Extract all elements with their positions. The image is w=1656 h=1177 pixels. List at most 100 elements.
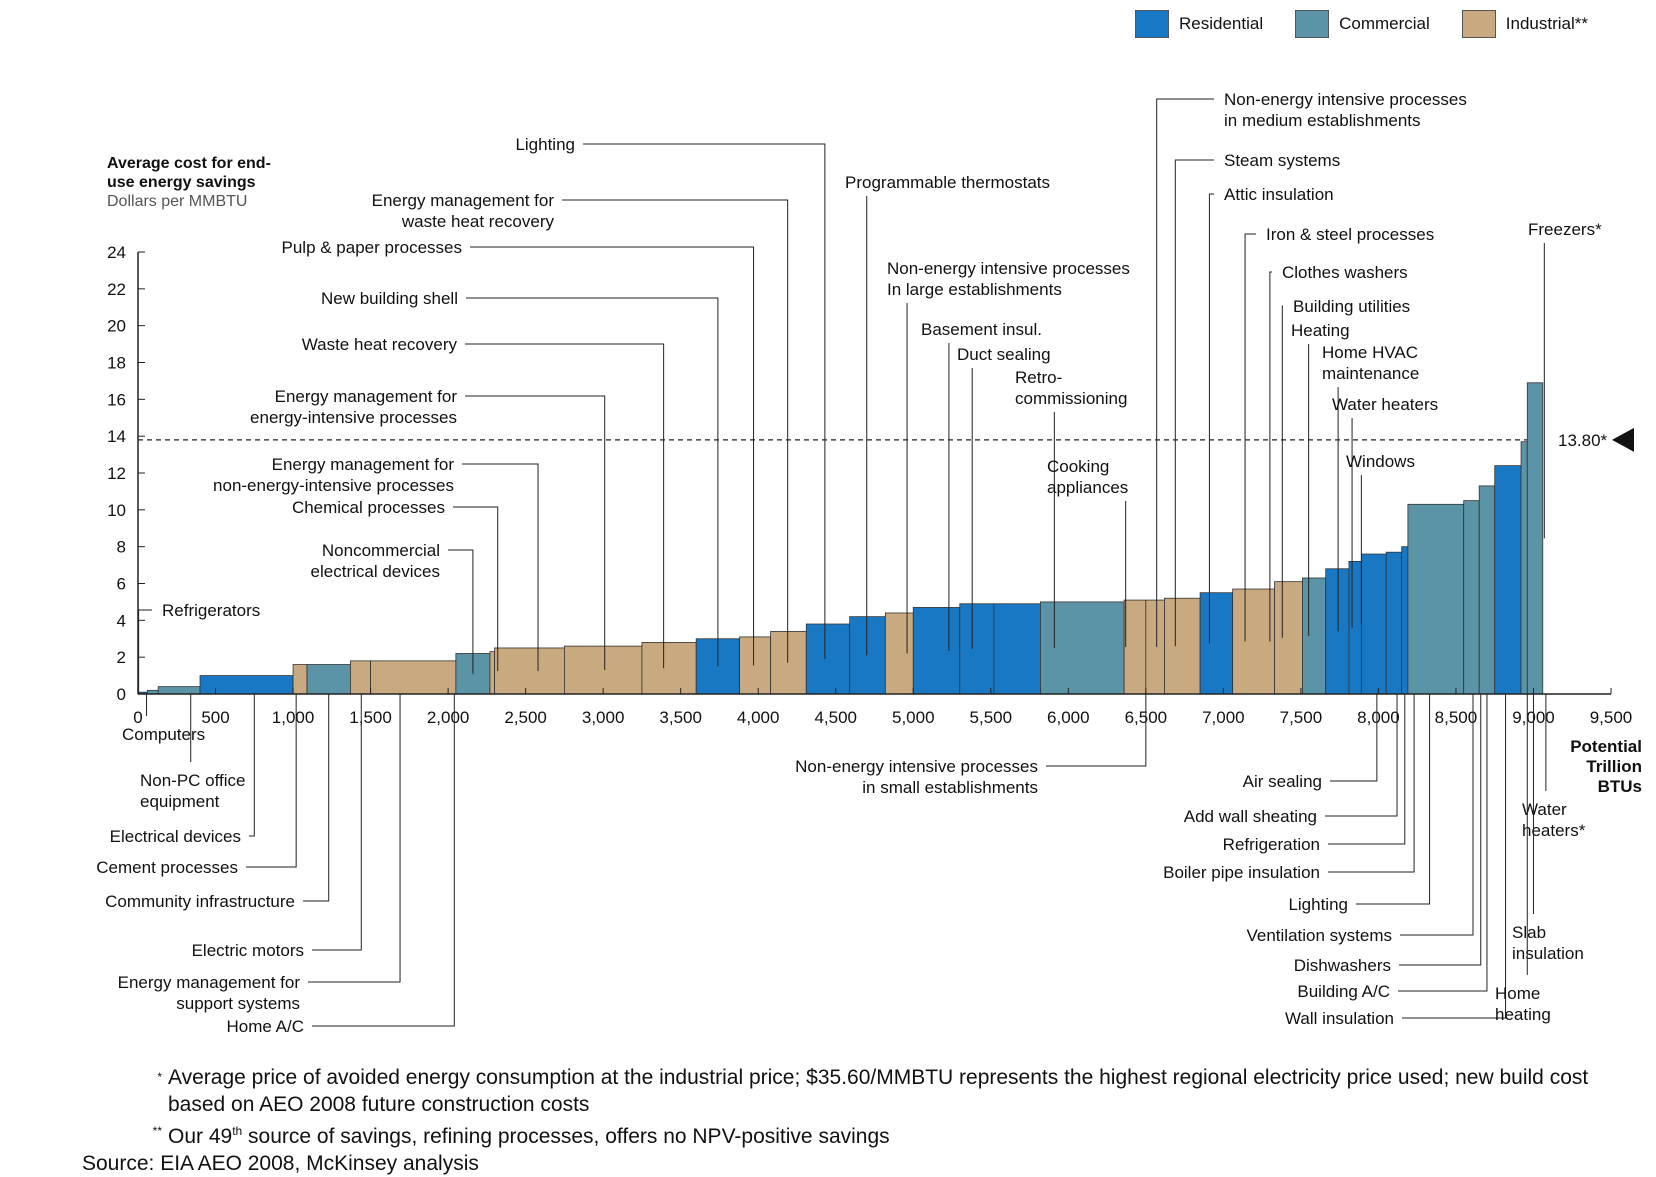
- annotation-34-leader: [312, 694, 455, 1027]
- annotation-14-line-0: Retro-: [1015, 368, 1062, 387]
- bar-9: [489, 651, 496, 695]
- bar-21: [993, 603, 1041, 695]
- annotation-30-leader: [246, 694, 297, 868]
- annotation-16-line-1: in medium establishments: [1224, 111, 1421, 130]
- bar-30: [1325, 568, 1350, 695]
- annotation-31-leader: [303, 694, 330, 902]
- bar-19: [912, 607, 961, 695]
- annotation-28-line-0: Non-PC office: [140, 771, 246, 790]
- annotation-24-line-0: Water heaters: [1332, 395, 1438, 414]
- footnote-2-mark: **: [152, 1124, 162, 1138]
- annotation-32-leader: [312, 694, 362, 951]
- annotation-45-line-0: Water: [1522, 800, 1567, 819]
- annotation-31-line-0: Community infrastructure: [105, 892, 295, 911]
- bar-24: [1145, 599, 1165, 695]
- x-tick-label-0: 0: [133, 708, 142, 727]
- bar-3: [199, 675, 294, 695]
- annotation-39-leader: [1328, 694, 1415, 873]
- bar-34: [1401, 546, 1409, 695]
- x-tick-label-6: 3,000: [582, 708, 625, 727]
- bar-5: [306, 664, 351, 695]
- bar-4: [292, 664, 308, 695]
- legend-swatch-commercial: [1295, 10, 1330, 38]
- y-tick-label-2: 4: [117, 611, 126, 630]
- annotation-43-leader: [1398, 694, 1488, 992]
- legend-label-commercial: Commercial: [1339, 14, 1430, 33]
- annotation-41-leader: [1400, 694, 1474, 936]
- annotation-32-line-0: Electric motors: [192, 941, 304, 960]
- annotation-34-line-0: Home A/C: [227, 1017, 304, 1036]
- annotation-45-line-1: heaters*: [1522, 821, 1586, 840]
- annotation-12-line-0: Basement insul.: [921, 320, 1042, 339]
- annotation-9-leader: [583, 143, 826, 660]
- annotation-40-line-0: Lighting: [1288, 895, 1348, 914]
- x-tick-label-8: 4,000: [737, 708, 780, 727]
- annotation-5-line-0: Waste heat recovery: [302, 335, 458, 354]
- annotation-17-line-0: Steam systems: [1224, 151, 1340, 170]
- bar-33: [1385, 551, 1403, 695]
- annotation-33-line-1: support systems: [176, 994, 300, 1013]
- annotation-8-line-0: Energy management for: [372, 191, 555, 210]
- y-tick-label-3: 6: [117, 575, 126, 594]
- bar-27: [1232, 588, 1275, 695]
- bar-29: [1302, 577, 1327, 695]
- footnote-2-text: Our 49th source of savings, refining pro…: [168, 1118, 890, 1150]
- bar-2: [157, 686, 201, 695]
- annotation-15-line-1: appliances: [1047, 478, 1128, 497]
- annotation-36-leader: [1330, 694, 1378, 782]
- footnotes: * Average price of avoided energy consum…: [82, 1064, 1622, 1177]
- threshold-label: 13.80*: [1558, 431, 1608, 450]
- x-tick-label-12: 6,000: [1047, 708, 1090, 727]
- annotation-25-line-0: Windows: [1346, 452, 1415, 471]
- annotation-18-leader: [1208, 193, 1214, 644]
- annotation-47-line-0: Home: [1495, 984, 1540, 1003]
- annotation-2-leader: [453, 506, 499, 671]
- x-tick-label-11: 5,500: [970, 708, 1013, 727]
- annotation-30-line-0: Cement processes: [96, 858, 238, 877]
- annotation-16-leader: [1156, 98, 1214, 648]
- annotation-6-leader: [466, 297, 719, 667]
- x-tick-label-14: 7,000: [1202, 708, 1245, 727]
- annotation-37-leader: [1325, 694, 1398, 817]
- annotation-35-line-1: in small establishments: [862, 778, 1038, 797]
- x-tick-label-17: 8,500: [1435, 708, 1478, 727]
- annotation-17-leader: [1174, 159, 1214, 647]
- x-tick-label-19: 9,500: [1590, 708, 1633, 727]
- annotation-1-leader: [448, 549, 474, 674]
- bar-26: [1199, 592, 1234, 695]
- annotation-4-line-1: energy-intensive processes: [250, 408, 457, 427]
- annotation-46-line-0: Slab: [1512, 923, 1546, 942]
- annotation-3-leader: [462, 463, 539, 671]
- x-tick-label-10: 5,000: [892, 708, 935, 727]
- bar-31: [1348, 561, 1362, 695]
- bar-23: [1123, 599, 1147, 695]
- x-axis-title: Potential Trillion BTUs: [1570, 737, 1642, 796]
- annotation-8-line-1: waste heat recovery: [401, 212, 555, 231]
- annotation-5-leader: [465, 343, 665, 669]
- annotation-23-line-1: maintenance: [1322, 364, 1419, 383]
- annotation-43-line-0: Building A/C: [1297, 982, 1390, 1001]
- footnote-2-text-b: source of savings, refining processes, o…: [242, 1125, 890, 1148]
- annotation-38-leader: [1328, 694, 1406, 845]
- annotation-11-line-0: Non-energy intensive processes: [887, 259, 1130, 278]
- legend-swatch-industrial: [1461, 10, 1496, 38]
- annotation-10-line-0: Programmable thermostats: [845, 173, 1050, 192]
- y-tick-label-4: 8: [117, 538, 126, 557]
- annotation-11-line-1: In large establishments: [887, 280, 1062, 299]
- annotation-21-leader: [1281, 305, 1283, 638]
- annotation-14-line-1: commissioning: [1015, 389, 1127, 408]
- annotation-2-line-0: Chemical processes: [292, 498, 445, 517]
- y-tick-label-9: 18: [107, 354, 126, 373]
- y-tick-label-5: 10: [107, 501, 126, 520]
- bar-18: [884, 612, 914, 695]
- bar-10: [494, 647, 565, 695]
- bar-20: [959, 603, 995, 695]
- y-tick-label-6: 12: [107, 464, 126, 483]
- annotation-46-line-1: insulation: [1512, 944, 1584, 963]
- annotation-0-leader: [138, 609, 152, 694]
- bar-14: [739, 636, 772, 695]
- footnote-2-text-a: Our 49: [168, 1125, 233, 1148]
- annotation-33-leader: [308, 694, 401, 983]
- x-tick-label-2: 1,000: [272, 708, 315, 727]
- annotation-36-line-0: Air sealing: [1243, 772, 1322, 791]
